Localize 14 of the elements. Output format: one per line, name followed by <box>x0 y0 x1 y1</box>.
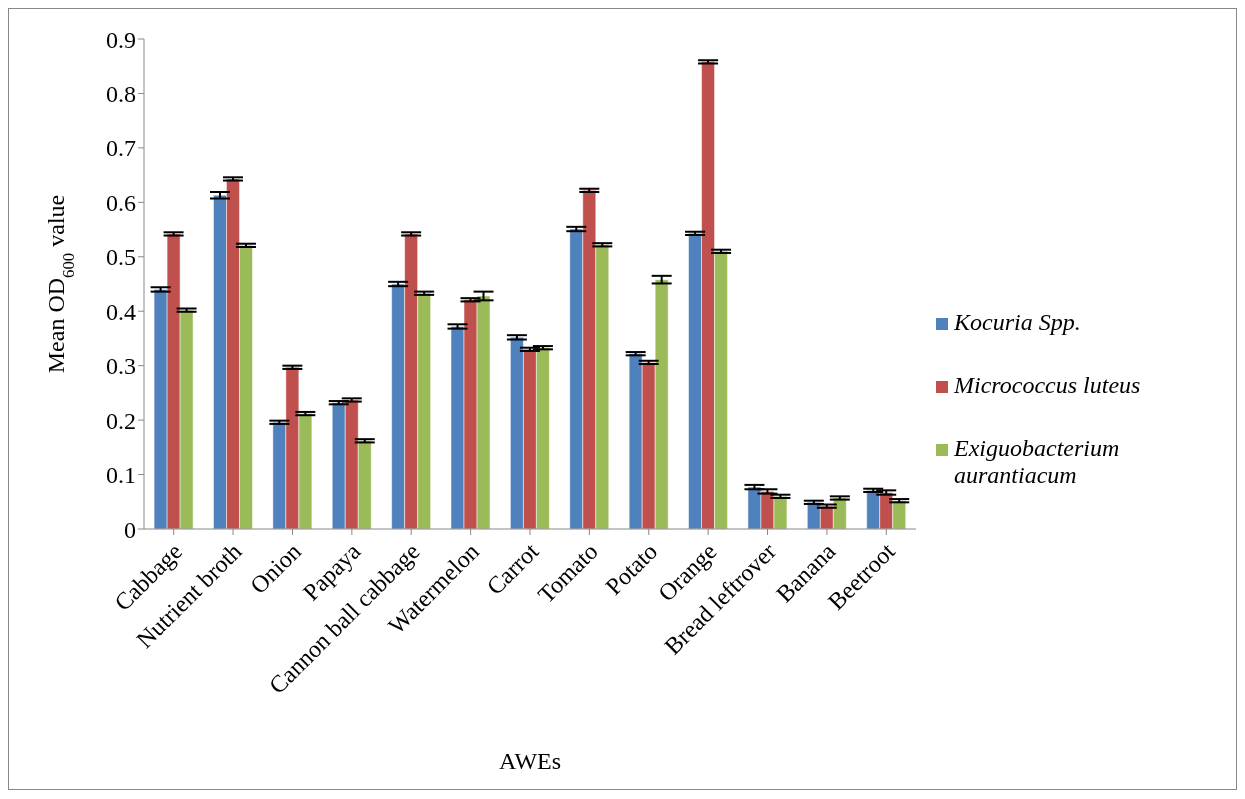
y-tick-label: 0.6 <box>106 189 136 216</box>
x-axis-title: AWEs <box>498 748 562 774</box>
y-tick-label: 0.2 <box>106 407 136 434</box>
y-tick-label: 0.3 <box>106 353 136 380</box>
legend-label: Exiguobacterium aurantiacum <box>954 435 1121 489</box>
legend-label: Micrococcus luteus <box>954 372 1141 399</box>
y-tick-label: 0.8 <box>106 80 136 107</box>
y-tick-label: 0.9 <box>106 26 136 53</box>
y-tick-label: 0.1 <box>106 462 136 489</box>
y-tick-label: 0.7 <box>106 135 136 162</box>
y-tick-label: 0.4 <box>106 298 136 325</box>
y-tick-label: 0 <box>124 516 136 543</box>
legend-label: Kocuria Spp. <box>954 309 1081 336</box>
y-tick-label: 0.5 <box>106 244 136 271</box>
